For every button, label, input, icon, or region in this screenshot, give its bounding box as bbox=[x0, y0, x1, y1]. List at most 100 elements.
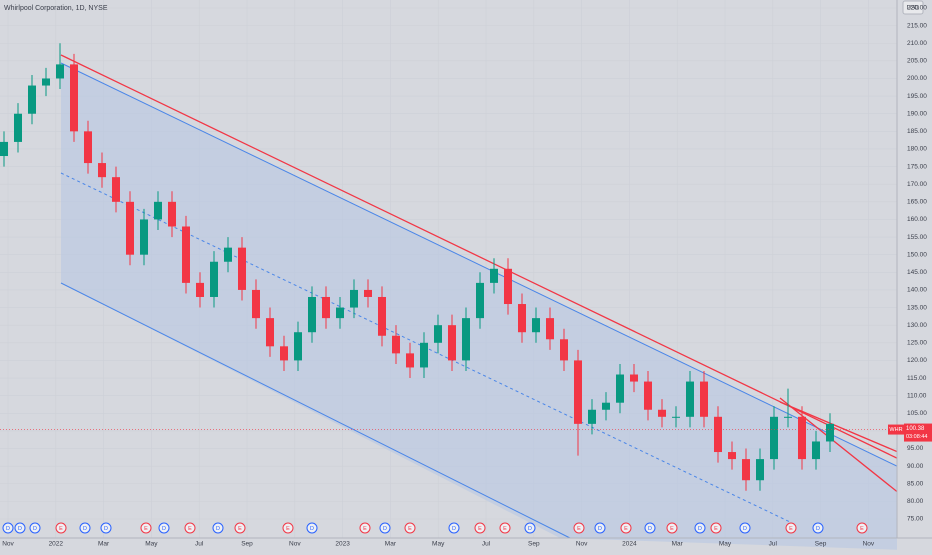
candle-body bbox=[14, 113, 22, 142]
y-tick-label: 195.00 bbox=[907, 93, 927, 100]
candle-body bbox=[490, 268, 498, 283]
event-icon bbox=[29, 522, 41, 534]
candle-body bbox=[84, 131, 92, 164]
candle-body bbox=[280, 346, 288, 361]
y-tick-label: 90.00 bbox=[907, 463, 924, 470]
event-label: D bbox=[698, 526, 702, 532]
x-tick-label: Mar bbox=[385, 541, 397, 548]
x-tick-label: Jul bbox=[482, 541, 491, 548]
candle-body bbox=[812, 441, 820, 460]
event-label: D bbox=[452, 526, 456, 532]
candle-body bbox=[238, 247, 246, 290]
event-label: D bbox=[743, 526, 747, 532]
event-label: D bbox=[598, 526, 602, 532]
y-tick-label: 205.00 bbox=[907, 58, 927, 65]
y-tick-label: 175.00 bbox=[907, 163, 927, 170]
candle-body bbox=[476, 282, 484, 319]
candle-body bbox=[728, 452, 736, 460]
y-tick-label: 150.00 bbox=[907, 251, 927, 258]
candle-body bbox=[560, 339, 568, 361]
candle-body bbox=[574, 360, 582, 424]
event-icon bbox=[212, 522, 224, 534]
event-icon bbox=[812, 522, 824, 534]
event-icon bbox=[100, 522, 112, 534]
candle-body bbox=[742, 459, 750, 481]
candle-body bbox=[28, 85, 36, 114]
candle-body bbox=[504, 268, 512, 305]
x-tick-label: Nov bbox=[2, 541, 14, 548]
candle-body bbox=[700, 381, 708, 417]
candle-body bbox=[364, 289, 372, 297]
event-label: E bbox=[714, 526, 718, 532]
y-tick-label: 210.00 bbox=[907, 40, 927, 47]
event-icon bbox=[404, 522, 416, 534]
event-label: D bbox=[18, 526, 22, 532]
candle-body bbox=[392, 335, 400, 354]
event-icon bbox=[79, 522, 91, 534]
candle-body bbox=[210, 261, 218, 297]
event-icon bbox=[499, 522, 511, 534]
y-tick-label: 80.00 bbox=[907, 498, 924, 505]
candle-body bbox=[658, 409, 666, 417]
candle-body bbox=[42, 78, 50, 86]
event-label: E bbox=[408, 526, 412, 532]
candle-body bbox=[126, 201, 134, 255]
candle-body bbox=[462, 318, 470, 361]
y-tick-label: 215.00 bbox=[907, 22, 927, 29]
y-tick-label: 120.00 bbox=[907, 357, 927, 364]
candle-body bbox=[532, 318, 540, 333]
candle-body bbox=[798, 416, 806, 460]
candle-body bbox=[770, 416, 778, 460]
candle-body bbox=[784, 416, 792, 418]
event-icon bbox=[524, 522, 536, 534]
event-icon bbox=[282, 522, 294, 534]
candle-body bbox=[448, 325, 456, 361]
y-tick-label: 190.00 bbox=[907, 110, 927, 117]
event-icon bbox=[14, 522, 26, 534]
y-tick-label: 220.00 bbox=[907, 5, 927, 12]
x-tick-label: 2022 bbox=[49, 541, 64, 548]
event-label: E bbox=[503, 526, 507, 532]
candle-body bbox=[308, 296, 316, 333]
event-icon bbox=[573, 522, 585, 534]
event-label: D bbox=[648, 526, 652, 532]
candle-body bbox=[98, 163, 106, 178]
x-tick-label: Sep bbox=[528, 541, 540, 548]
event-label: E bbox=[144, 526, 148, 532]
y-tick-label: 115.00 bbox=[907, 375, 927, 382]
event-icon bbox=[620, 522, 632, 534]
candle-body bbox=[686, 381, 694, 417]
event-icon bbox=[379, 522, 391, 534]
event-label: D bbox=[816, 526, 820, 532]
event-label: D bbox=[528, 526, 532, 532]
y-tick-label: 165.00 bbox=[907, 199, 927, 206]
event-label: E bbox=[860, 526, 864, 532]
price-axis bbox=[897, 0, 932, 550]
y-tick-label: 105.00 bbox=[907, 410, 927, 417]
candle-body bbox=[224, 247, 232, 262]
x-tick-label: Sep bbox=[241, 541, 253, 548]
trend-line bbox=[779, 401, 906, 456]
candle-body bbox=[616, 374, 624, 403]
candle-body bbox=[56, 64, 64, 79]
event-icon bbox=[666, 522, 678, 534]
currency: USD bbox=[907, 6, 920, 12]
y-tick-label: 185.00 bbox=[907, 128, 927, 135]
axes: 75.0080.0085.0090.0095.00100.00105.00110… bbox=[2, 5, 932, 548]
x-tick-label: Sep bbox=[815, 541, 827, 548]
candle-body bbox=[602, 402, 610, 410]
candle-body bbox=[756, 459, 764, 481]
candle-body bbox=[168, 201, 176, 227]
y-tick-label: 160.00 bbox=[907, 216, 927, 223]
candle-body bbox=[826, 423, 834, 442]
y-tick-label: 95.00 bbox=[907, 445, 924, 452]
event-label: E bbox=[670, 526, 674, 532]
event-icon bbox=[55, 522, 67, 534]
event-icon bbox=[2, 522, 14, 534]
event-label: D bbox=[6, 526, 10, 532]
x-tick-label: May bbox=[719, 541, 732, 548]
x-tick-label: Mar bbox=[672, 541, 684, 548]
y-tick-label: 170.00 bbox=[907, 181, 927, 188]
x-tick-label: Nov bbox=[576, 541, 588, 548]
y-tick-label: 125.00 bbox=[907, 340, 927, 347]
